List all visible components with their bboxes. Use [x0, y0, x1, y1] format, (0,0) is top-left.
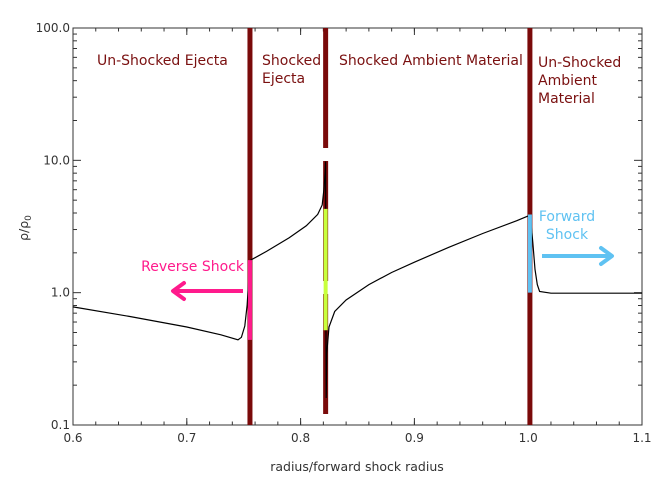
y-tick-label: 10.0 [43, 153, 70, 167]
density-curve [72, 161, 642, 399]
region-label-text: Shocked [262, 53, 321, 69]
plot-frame [72, 27, 643, 426]
annotation-arrow-head [171, 281, 186, 301]
region-label-text: Un-Shocked Ejecta [97, 53, 228, 69]
x-tick-label: 0.8 [291, 431, 310, 445]
region-label-text: Un-Shocked [538, 55, 621, 71]
annotations: Reverse Shock Forward Shock [141, 209, 614, 301]
y-axis-title-sub: 0 [24, 215, 34, 221]
region-labels: Un-Shocked Ejecta Shocked Ejecta Shocked Am… [97, 53, 621, 107]
x-tick-label: 1.1 [632, 431, 651, 445]
x-tick-label: 1.0 [519, 431, 538, 445]
region-label-text: Ejecta [262, 71, 305, 87]
curve-layer [72, 161, 642, 399]
x-tick-label: 0.9 [405, 431, 424, 445]
y-axis-title-main: ρ/ρ [16, 221, 31, 241]
x-tick-label: 0.7 [177, 431, 196, 445]
y-axis-title: ρ/ρ0 [16, 215, 34, 241]
region-label-text: Material [538, 91, 595, 107]
annotation-text: Shock [546, 227, 589, 243]
region-label-text: Ambient [538, 73, 597, 89]
annotation-text: Reverse Shock [141, 259, 245, 275]
y-tick-label: 100.0 [36, 21, 70, 35]
annotation-text: Forward [539, 209, 595, 225]
axis-ticks: 0.6 0.7 0.8 0.9 1.0 1.1 0.1 1.0 10.0 100.0 [36, 21, 652, 445]
region-label-text: Shocked Ambient Material [339, 53, 523, 69]
shock-markers [247, 208, 532, 340]
x-axis-title: radius/forward shock radius [270, 459, 444, 474]
region-boundaries [247, 28, 533, 425]
y-tick-label: 1.0 [51, 286, 70, 300]
x-tick-label: 0.6 [63, 431, 82, 445]
annotation-arrow-head [599, 246, 614, 266]
y-tick-label: 0.1 [51, 418, 70, 432]
